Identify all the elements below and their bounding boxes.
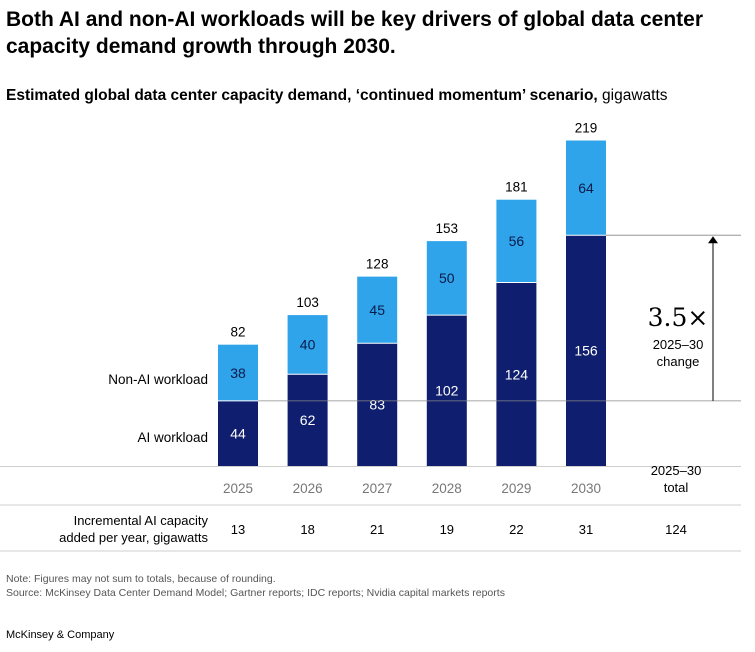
label-total-2029: 181 — [505, 180, 528, 195]
subtitle-main: Estimated global data center capacity de… — [6, 87, 598, 104]
label-ai-2028: 102 — [435, 383, 459, 399]
bar-ai-2028 — [426, 315, 467, 466]
chart-title: Both AI and non-AI workloads will be key… — [6, 8, 704, 58]
label-ai-2029: 124 — [505, 366, 529, 382]
total-column-header-line1: 2025–30 — [651, 463, 702, 478]
annotation-label-line1: 2025–30 — [653, 337, 704, 352]
stacked-bar-chart: 44 38 82 2025 62 40 103 2026 83 45 128 2027 102 50 153… — [0, 121, 741, 552]
x-tick-2026: 2026 — [293, 481, 323, 496]
bar-non-ai-2028 — [426, 241, 467, 316]
legend-ai-workload: AI workload — [137, 430, 208, 445]
incremental-value-2029: 22 — [509, 522, 523, 537]
label-total-2028: 153 — [436, 221, 459, 236]
chart-subtitle: Estimated global data center capacity de… — [6, 86, 668, 106]
label-non-ai-2026: 40 — [300, 337, 316, 353]
x-tick-2027: 2027 — [362, 481, 392, 496]
label-ai-2027: 83 — [369, 397, 385, 413]
label-non-ai-2030: 64 — [578, 180, 594, 196]
label-non-ai-2028: 50 — [439, 270, 455, 286]
incremental-row-label-line1: Incremental AI capacity — [74, 513, 209, 528]
label-ai-2030: 156 — [574, 343, 598, 359]
bars-group: 44 38 82 2025 62 40 103 2026 83 45 128 2027 102 50 153… — [0, 121, 741, 496]
bar-ai-2030 — [566, 235, 606, 466]
footnote-note: Note: Figures may not sum to totals, bec… — [6, 573, 276, 585]
incremental-total-value: 124 — [665, 522, 687, 537]
subtitle-unit: gigawatts — [597, 87, 668, 104]
x-tick-2029: 2029 — [501, 481, 531, 496]
bar-non-ai-2030 — [566, 140, 606, 236]
label-ai-2025: 44 — [230, 425, 246, 441]
annotation-value: 3.5× — [648, 303, 709, 332]
incremental-value-2030: 31 — [579, 522, 593, 537]
x-tick-2030: 2030 — [571, 481, 601, 496]
bar-non-ai-2025 — [218, 344, 258, 401]
bar-ai-2029 — [496, 282, 537, 466]
incremental-values-group: 13 18 21 19 22 31 — [231, 522, 593, 537]
incremental-value-2026: 18 — [300, 522, 314, 537]
label-non-ai-2025: 38 — [230, 365, 246, 381]
incremental-value-2025: 13 — [231, 522, 245, 537]
bar-ai-2025 — [218, 400, 258, 466]
label-total-2030: 219 — [575, 121, 598, 136]
incremental-row-label-line2: added per year, gigawatts — [59, 530, 208, 545]
annotation-label-line2: change — [657, 354, 700, 369]
bar-non-ai-2027 — [357, 276, 398, 344]
x-tick-2028: 2028 — [432, 481, 462, 496]
label-total-2027: 128 — [366, 257, 389, 272]
bar-non-ai-2026 — [287, 315, 328, 375]
bar-ai-2027 — [357, 343, 398, 466]
incremental-value-2027: 21 — [370, 522, 384, 537]
label-ai-2026: 62 — [300, 412, 316, 428]
growth-annotation: 3.5× 2025–30 change — [648, 303, 709, 369]
growth-arrow-head — [708, 236, 718, 244]
incremental-value-2028: 19 — [440, 522, 454, 537]
total-column-header-line2: total — [664, 480, 689, 495]
bar-ai-2026 — [287, 374, 328, 466]
label-non-ai-2029: 56 — [509, 233, 525, 249]
legend-non-ai-workload: Non-AI workload — [108, 372, 208, 387]
bar-non-ai-2029 — [496, 199, 537, 283]
label-total-2026: 103 — [296, 295, 319, 310]
footnote-source: Source: McKinsey Data Center Demand Mode… — [6, 587, 505, 599]
brand-label: McKinsey & Company — [6, 629, 115, 641]
label-total-2025: 82 — [230, 325, 245, 340]
x-tick-2025: 2025 — [223, 481, 253, 496]
label-non-ai-2027: 45 — [369, 302, 385, 318]
